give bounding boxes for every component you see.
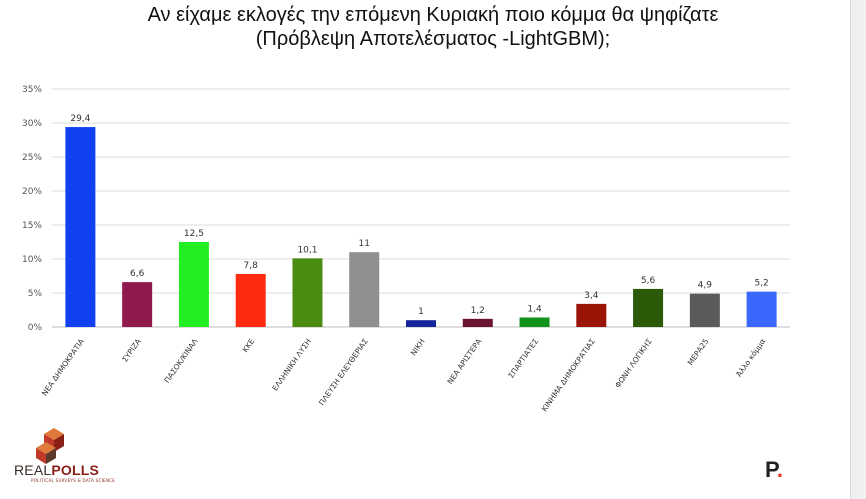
bar xyxy=(65,127,96,327)
bar xyxy=(235,273,266,327)
bar xyxy=(689,293,720,327)
bar xyxy=(292,258,323,327)
x-tick-label: ΠΑΣΟΚ/ΚΙΝΑΛ xyxy=(162,336,200,384)
y-tick-label: 10% xyxy=(22,255,42,265)
bar xyxy=(519,317,550,327)
bar-value-label: 6,6 xyxy=(130,269,145,279)
bar-value-label: 1,2 xyxy=(471,306,485,316)
chart-title-line-2: (Πρόβλεψη Αποτελέσματος -LightGBM); xyxy=(255,28,611,50)
y-tick-label: 30% xyxy=(22,119,42,129)
bar xyxy=(576,303,607,327)
y-tick-label: 35% xyxy=(22,85,42,95)
bar-value-label: 12,5 xyxy=(184,229,204,239)
x-tick-label: ΚΙΝΗΜΑ ΔΗΜΟΚΡΑΤΙΑΣ xyxy=(540,337,597,413)
y-tick-label: 25% xyxy=(22,153,42,163)
logo-text-real: REAL xyxy=(14,462,52,478)
y-tick-label: 0% xyxy=(28,323,43,333)
bar-chart: 0% 5% 10% 15% 20% 25% 30% 35% 29,4 ΝΕΑ ΔΗΜΟΚΡΑΤΙΑ… xyxy=(22,85,790,413)
bar xyxy=(462,318,493,327)
x-tick-label: ΦΩΝΗ ΛΟΓΙΚΗΣ xyxy=(613,337,654,390)
x-tick-label: ΕΛΛΗΝΙΚΗ ΛΥΣΗ xyxy=(270,337,313,393)
logo-tagline: POLITICAL SURVEYS & DATA SCIENCE xyxy=(31,478,116,483)
bar xyxy=(406,320,436,327)
chart-title: Αν είχαμε εκλογές την επόμενη Κυριακή πο… xyxy=(0,3,866,51)
x-tick-label: ΚΚΕ xyxy=(241,337,257,354)
x-tick-label: ΝΕΑ ΔΗΜΟΚΡΑΤΙΑ xyxy=(40,336,87,397)
x-tick-label: ΣΠΑΡΤΙΑΤΕΣ xyxy=(506,337,540,380)
bar-value-label: 5,2 xyxy=(754,279,768,289)
bar-value-label: 3,4 xyxy=(584,291,599,301)
chart-title-line-1: Αν είχαμε εκλογές την επόμενη Κυριακή πο… xyxy=(147,4,719,26)
x-tick-label: ΝΙΚΗ xyxy=(409,337,427,357)
bar-value-label: 1,4 xyxy=(527,304,542,314)
y-tick-label: 20% xyxy=(22,187,42,197)
bar xyxy=(122,282,153,327)
x-tick-label: ΝΕΑ ΑΡΙΣΤΕΡΑ xyxy=(445,336,484,386)
bar xyxy=(633,288,664,327)
bar-value-label: 7,8 xyxy=(244,261,259,271)
y-tick-label: 15% xyxy=(22,221,42,231)
bar-value-label: 4,9 xyxy=(698,281,713,291)
brand-logo: P. xyxy=(765,457,783,483)
bar xyxy=(746,291,777,327)
brand-letter: P xyxy=(765,457,777,482)
bar-value-label: 1 xyxy=(418,307,424,317)
bar-value-label: 11 xyxy=(359,239,370,249)
x-tick-label: ΣΥΡΙΖΑ xyxy=(120,336,143,363)
realpolls-logo-icon xyxy=(36,428,64,464)
window-edge xyxy=(850,0,866,499)
logo-text-polls: POLLS xyxy=(51,462,100,478)
bar-value-label: 29,4 xyxy=(70,114,90,124)
bar xyxy=(349,252,380,327)
bar xyxy=(178,242,209,327)
y-tick-label: 5% xyxy=(28,289,43,299)
brand-dot: . xyxy=(776,457,783,482)
x-tick-label: Άλλο κόμμα xyxy=(734,337,767,379)
logo-wordmark: REALPOLLS xyxy=(14,462,99,478)
x-tick-label: ΠΛΕΥΣΗ ΕΛΕΥΘΕΡΙΑΣ xyxy=(317,337,370,407)
bar-value-label: 5,6 xyxy=(641,276,656,286)
x-tick-label: ΜΕΡΑ25 xyxy=(686,337,711,367)
bar-value-label: 10,1 xyxy=(297,245,317,255)
